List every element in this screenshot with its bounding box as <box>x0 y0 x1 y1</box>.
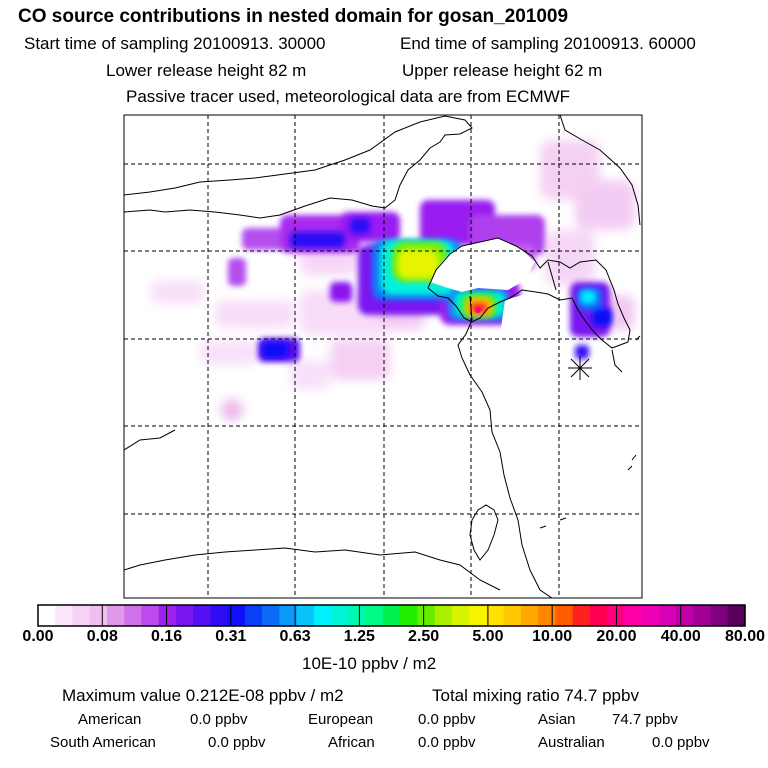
colorbar-swatch <box>727 605 746 626</box>
colorbar-swatch <box>158 605 177 626</box>
colorbar-tick-label: 0.63 <box>279 628 311 645</box>
colorbar-tick-label: 0.00 <box>22 628 54 645</box>
colorbar-swatch <box>710 605 729 626</box>
colorbar-swatch <box>141 605 160 626</box>
colorbar-tick-label: 0.16 <box>150 628 183 645</box>
source-value: 74.7 ppbv <box>612 711 678 728</box>
start-time-label: Start time of sampling 20100913. 30000 <box>24 34 326 53</box>
source-value: 0.0 ppbv <box>190 711 248 728</box>
grid-lines <box>124 115 642 598</box>
colorbar-swatch <box>503 605 522 626</box>
source-value: 0.0 ppbv <box>418 711 476 728</box>
colorbar-swatch <box>572 605 591 626</box>
source-name: African <box>328 734 375 751</box>
colorbar-swatch <box>331 605 349 626</box>
colorbar-swatch <box>538 605 556 626</box>
colorbar-swatch <box>296 605 315 626</box>
colorbar-swatch <box>555 605 574 626</box>
source-name: South American <box>50 734 156 751</box>
colorbar-tick-label: 2.50 <box>408 628 440 645</box>
colorbar <box>37 604 746 627</box>
max-value-label: Maximum value 0.212E-08 ppbv / m2 <box>62 686 344 705</box>
source-value: 0.0 ppbv <box>208 734 266 751</box>
total-mixing-label: Total mixing ratio 74.7 ppbv <box>432 686 639 705</box>
end-time-label: End time of sampling 20100913. 60000 <box>400 34 696 53</box>
colorbar-swatch <box>38 605 56 626</box>
colorbar-swatch <box>417 605 436 626</box>
colorbar-swatch <box>210 605 229 626</box>
source-name: Asian <box>538 711 576 728</box>
colorbar-swatch <box>486 605 505 626</box>
colorbar-swatch <box>693 605 712 626</box>
tracer-label: Passive tracer used, meteorological data… <box>126 87 571 106</box>
colorbar-swatch <box>641 605 660 626</box>
upper-release-label: Upper release height 62 m <box>402 61 603 80</box>
colorbar-tick-label: 5.00 <box>472 628 504 645</box>
colorbar-frame <box>37 604 746 627</box>
source-name: American <box>78 711 142 728</box>
colorbar-swatch <box>175 605 194 626</box>
colorbar-units: 10E-10 ppbv / m2 <box>302 654 437 673</box>
colorbar-swatch <box>55 605 74 626</box>
source-name: European <box>308 711 374 728</box>
colorbar-swatch <box>400 605 418 626</box>
source-value: 0.0 ppbv <box>418 734 476 751</box>
colorbar-swatch <box>658 605 677 626</box>
colorbar-tick-label: 0.08 <box>86 628 118 645</box>
colorbar-swatch <box>227 605 246 626</box>
colorbar-swatch <box>520 605 539 626</box>
concentration-field <box>150 140 635 421</box>
colorbar-tick-label: 40.00 <box>660 628 701 645</box>
colorbar-swatch <box>193 605 212 626</box>
colorbar-swatch <box>365 605 384 626</box>
colorbar-swatch <box>348 605 367 626</box>
colorbar-swatch <box>106 605 125 626</box>
colorbar-swatch <box>244 605 263 626</box>
colorbar-tick-label: 10.00 <box>532 628 573 645</box>
colorbar-swatch <box>624 605 643 626</box>
colorbar-tick-label: 1.25 <box>343 628 375 645</box>
colorbar-swatch <box>469 605 487 626</box>
source-value: 0.0 ppbv <box>652 734 710 751</box>
colorbar-swatch <box>382 605 401 626</box>
chart-title: CO source contributions in nested domain… <box>18 6 569 27</box>
colorbar-swatch <box>262 605 281 626</box>
colorbar-swatch <box>676 605 694 626</box>
colorbar-swatch <box>434 605 453 626</box>
colorbar-swatch <box>589 605 608 626</box>
colorbar-tick-label: 20.00 <box>596 628 637 645</box>
colorbar-swatch <box>89 605 108 626</box>
colorbar-swatch <box>72 605 91 626</box>
plot-frame <box>123 114 643 599</box>
colorbar-swatch <box>313 605 332 626</box>
colorbar-swatch <box>451 605 470 626</box>
colorbar-tick-label: 0.31 <box>215 628 247 645</box>
source-name: Australian <box>538 734 605 751</box>
colorbar-tick-label: 80.00 <box>724 628 766 645</box>
lower-release-label: Lower release height 82 m <box>106 61 307 80</box>
colorbar-swatch <box>279 605 298 626</box>
receptor-star-icon <box>568 356 592 380</box>
colorbar-swatch <box>124 605 143 626</box>
